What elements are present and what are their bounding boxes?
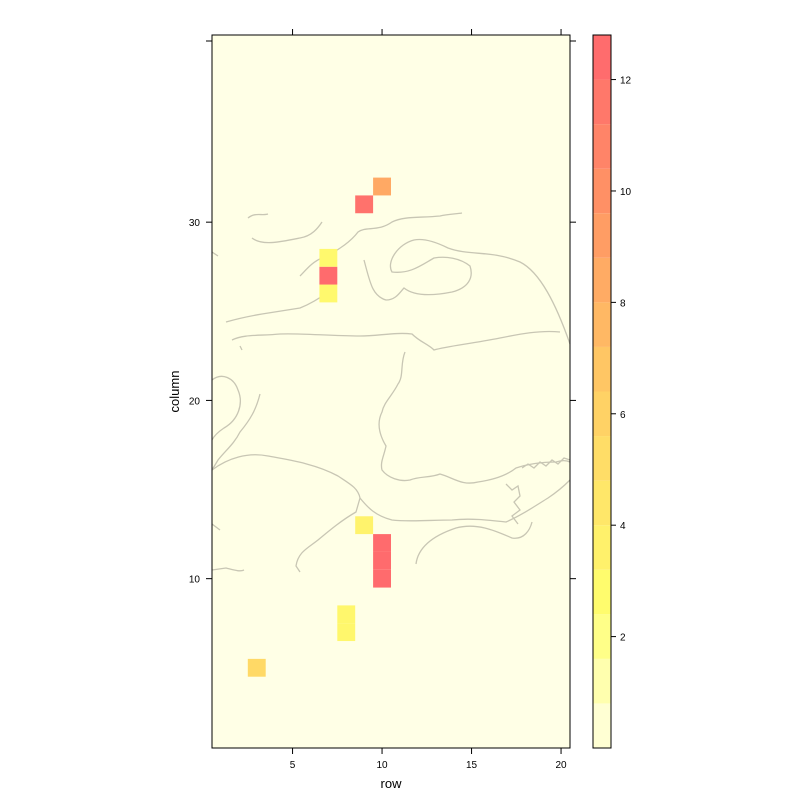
colorbar-band [593, 35, 611, 80]
y-axis: 10 20 30 [189, 40, 576, 586]
basemap-boundaries [211, 212, 571, 573]
x-tick-label: 10 [376, 760, 388, 771]
colorbar-band [593, 168, 611, 214]
border-west-vertical [211, 393, 261, 471]
border-south-central [211, 454, 571, 573]
colorbar-band [593, 569, 611, 615]
panel-frame [211, 34, 571, 749]
colorbar-band [593, 302, 611, 347]
colorbar-band [593, 346, 611, 392]
colorbar-band [593, 614, 611, 659]
coastline-west-south [211, 523, 245, 572]
colorbar-tick-label: 2 [620, 633, 626, 644]
colorbar-frame [592, 34, 612, 749]
heatmap-cell [337, 623, 356, 642]
heatmap-cell [247, 658, 266, 677]
heatmap-cell [355, 516, 374, 535]
heatmap-cell [373, 534, 391, 552]
y-axis-label: column [167, 371, 182, 413]
colorbar-tick-label: 10 [620, 187, 632, 198]
heatmap-cell [373, 569, 391, 588]
coastline-west-north [211, 375, 241, 441]
panel-background [212, 35, 570, 748]
x-tick-label: 5 [290, 760, 296, 771]
heatmap-cell [373, 177, 391, 196]
x-tick-label: 20 [555, 760, 567, 771]
colorbar-band [593, 213, 611, 258]
coastline-north [211, 212, 571, 345]
colorbar-tick-label: 12 [620, 76, 632, 87]
colorbar-band [593, 436, 611, 481]
colorbar-tick-label: 6 [620, 410, 626, 421]
colorbar-band [593, 257, 611, 303]
heatmap-cell [319, 284, 338, 303]
heatmap-cells [247, 177, 391, 677]
heatmap-cell [355, 195, 374, 214]
colorbar-band [593, 391, 611, 437]
coastline-east-jagged [505, 457, 571, 525]
colorbar-band [593, 124, 611, 169]
y-tick-label: 30 [189, 218, 201, 229]
colorbar-band [593, 525, 611, 570]
coastline-peninsula [415, 521, 533, 565]
y-tick-label: 10 [189, 575, 201, 586]
x-tick-label: 15 [466, 760, 478, 771]
colorbar-tick-label: 8 [620, 298, 626, 309]
heatmap-cell [373, 551, 391, 570]
heatmap-cell [337, 605, 356, 624]
x-axis-label: row [381, 776, 403, 791]
colorbar-band [593, 703, 611, 748]
heatmap-cell [319, 266, 338, 285]
y-tick-label: 20 [189, 396, 201, 407]
colorbar-band [593, 480, 611, 526]
colorbar-tick-label: 4 [620, 521, 626, 532]
colorbar-band [593, 79, 611, 125]
colorbar: 2 4 6 8 10 12 [592, 34, 632, 749]
colorbar-band [593, 658, 611, 704]
x-axis: 5 10 15 20 [290, 29, 567, 771]
heatmap-cell [319, 248, 338, 267]
